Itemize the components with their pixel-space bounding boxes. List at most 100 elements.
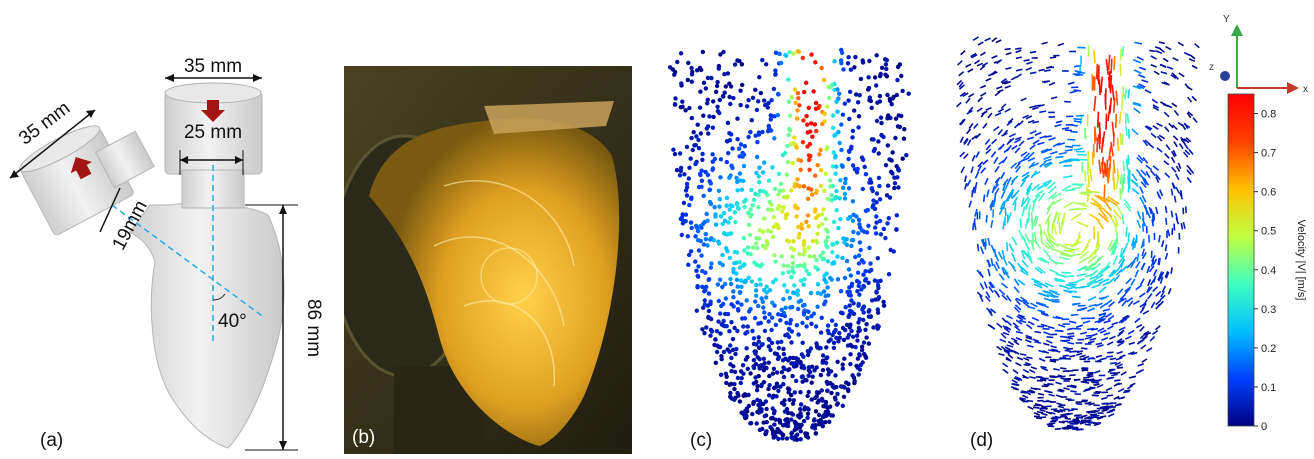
velocity-vector: [1075, 324, 1084, 329]
velocity-vector: [1049, 150, 1058, 155]
velocity-vector: [1075, 416, 1083, 419]
particle-point: [792, 390, 797, 395]
velocity-vector: [976, 243, 980, 252]
velocity-vector: [1183, 138, 1190, 144]
particle-point: [758, 282, 763, 287]
velocity-vector: [1050, 96, 1058, 100]
velocity-vector: [1148, 265, 1155, 273]
particle-point: [854, 363, 859, 369]
velocity-vector: [1039, 282, 1049, 288]
particle-point: [795, 263, 800, 269]
velocity-vector: [1064, 275, 1075, 278]
velocity-vector: [1115, 403, 1122, 407]
velocity-vector: [1173, 195, 1177, 203]
particle-point: [848, 361, 853, 367]
particle-point: [732, 369, 738, 375]
velocity-vector: [1040, 404, 1047, 409]
velocity-vector: [1023, 152, 1031, 160]
particle-point: [806, 186, 811, 191]
particle-point: [874, 200, 879, 205]
particle-point: [729, 302, 734, 307]
velocity-vector: [1027, 213, 1031, 224]
particle-point: [874, 220, 879, 225]
particle-point: [776, 171, 782, 177]
particle-point: [835, 109, 840, 114]
particle-point: [835, 359, 840, 364]
velocity-vector: [1110, 269, 1119, 277]
particle-point: [801, 354, 806, 359]
angle-text: 40°: [218, 311, 247, 332]
particle-point: [835, 87, 840, 92]
velocity-vector: [1060, 212, 1066, 225]
velocity-vector: [1183, 51, 1191, 57]
particle-point: [793, 100, 798, 106]
velocity-vector: [1059, 375, 1066, 378]
velocity-vector: [984, 177, 989, 186]
velocity-vector: [1104, 93, 1107, 110]
particle-point: [710, 125, 716, 130]
particle-point: [823, 239, 828, 245]
velocity-vector: [1144, 331, 1152, 336]
velocity-vector: [963, 138, 969, 146]
particle-point: [729, 231, 734, 236]
velocity-vector: [1025, 115, 1033, 120]
velocity-vector: [1030, 366, 1038, 370]
velocity-vector: [1074, 70, 1083, 74]
velocity-vector: [977, 96, 983, 103]
particle-point: [856, 372, 861, 377]
particle-point: [849, 298, 854, 303]
velocity-vector: [1081, 414, 1088, 418]
particle-point: [717, 197, 723, 202]
velocity-vector: [1047, 383, 1054, 386]
velocity-vector: [989, 307, 997, 314]
velocity-vector: [1128, 341, 1136, 346]
particle-point: [709, 75, 714, 81]
axis-z-label: z: [1209, 62, 1214, 73]
particle-point: [823, 171, 829, 176]
particle-point: [856, 253, 862, 258]
velocity-vector: [1100, 137, 1104, 153]
particle-point: [708, 265, 713, 270]
velocity-vector: [988, 309, 993, 317]
velocity-vector: [1010, 385, 1018, 390]
particle-point: [770, 165, 775, 170]
velocity-vector: [1089, 260, 1099, 269]
velocity-vector: [1013, 306, 1021, 313]
velocity-vector: [976, 291, 983, 298]
particle-point: [762, 315, 768, 320]
particle-point: [786, 367, 791, 373]
velocity-vector: [1011, 252, 1017, 263]
velocity-vector: [1031, 183, 1040, 192]
velocity-vector: [1021, 206, 1026, 217]
velocity-vector: [1039, 230, 1043, 242]
velocity-vector: [1103, 198, 1112, 211]
velocity-vector: [983, 281, 988, 289]
velocity-vector: [1004, 346, 1011, 351]
particle-point: [698, 89, 703, 94]
particle-point: [737, 171, 743, 176]
velocity-vector: [1020, 151, 1028, 157]
velocity-vector: [1034, 189, 1044, 198]
particle-point: [785, 212, 790, 217]
velocity-vector: [1107, 325, 1114, 330]
particle-point: [770, 432, 776, 437]
particle-point: [720, 323, 726, 328]
particle-point: [747, 232, 753, 238]
particle-point: [786, 269, 791, 275]
velocity-vector: [1029, 71, 1037, 75]
velocity-vector: [1164, 126, 1170, 133]
particle-point: [715, 282, 721, 287]
velocity-vector: [1064, 349, 1072, 353]
velocity-vector: [1144, 89, 1152, 94]
particle-point: [691, 130, 696, 135]
velocity-vector: [1043, 155, 1052, 161]
particle-point: [756, 410, 762, 415]
particle-point: [818, 167, 824, 173]
velocity-vector: [1113, 395, 1120, 400]
particle-point: [718, 157, 724, 162]
velocity-vector: [1029, 105, 1036, 109]
velocity-vector: [1141, 194, 1147, 203]
particle-point: [671, 147, 676, 152]
velocity-vector: [1044, 148, 1053, 153]
velocity-vector: [1000, 332, 1007, 339]
